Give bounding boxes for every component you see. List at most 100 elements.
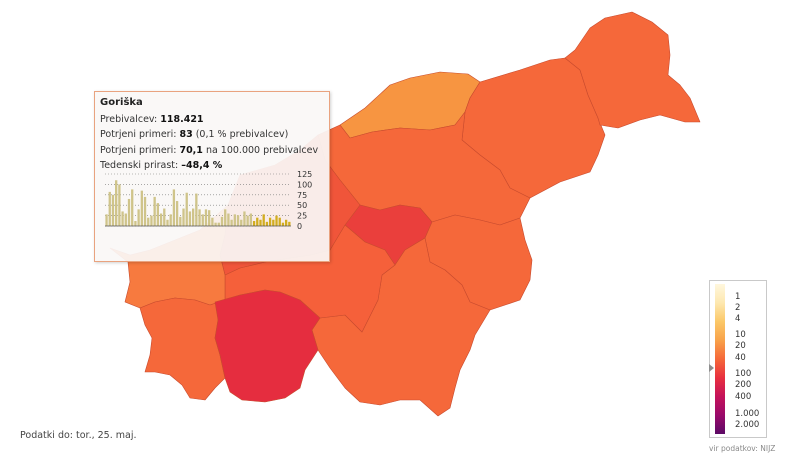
legend-label: 10 (735, 330, 746, 340)
legend-color-scale (715, 284, 725, 434)
region-tooltip: Goriška Prebivalcev: 118.421 Potrjeni pr… (94, 91, 330, 262)
chart-bar (191, 208, 195, 226)
chart-bar (124, 213, 127, 226)
population-label: Prebivalcev: (100, 114, 158, 125)
legend-label: 1.000 (735, 409, 760, 419)
chart-bar (259, 219, 262, 226)
chart-bar (179, 216, 182, 226)
region-obalno-kraska[interactable] (139, 297, 226, 401)
legend-label: 100 (735, 369, 752, 379)
chart-bar (275, 215, 278, 226)
chart-bar (134, 221, 137, 226)
chart-bar (166, 219, 169, 226)
chart-bar (262, 214, 265, 226)
chart-bar (198, 209, 201, 226)
chart-bar (227, 213, 230, 226)
chart-bar (172, 189, 176, 226)
legend-label: 1 (735, 292, 741, 302)
chart-bar (182, 208, 185, 226)
chart-bar (111, 194, 115, 226)
chart-bar (256, 217, 259, 226)
y-tick-label: 25 (297, 212, 307, 221)
chart-bar (217, 222, 220, 226)
chart-bar (131, 189, 134, 226)
region-pomurska[interactable] (564, 11, 701, 129)
chart-bar (121, 211, 124, 226)
chart-bar (105, 214, 108, 226)
per100k-label: Potrjeni primeri: (100, 144, 177, 156)
chart-bar (278, 217, 281, 226)
chart-bar (268, 217, 272, 226)
chart-bar (175, 201, 179, 226)
chart-bar (230, 219, 233, 226)
chart-bar (224, 209, 227, 226)
y-tick-label: 50 (297, 201, 307, 210)
tooltip-weekly-growth: Tedenski prirast: –48,4 % (100, 158, 329, 173)
legend-gradient (715, 284, 725, 434)
chart-bar (220, 216, 224, 226)
weekly-label: Tedenski prirast: (100, 159, 179, 171)
chart-bar (249, 213, 253, 226)
data-source: vir podatkov: NIJZ (709, 444, 776, 453)
chart-bar (201, 214, 204, 226)
chart-bar (169, 214, 172, 226)
y-tick-label: 0 (297, 222, 302, 231)
chart-bar (137, 209, 140, 226)
population-value: 118.421 (160, 114, 204, 125)
chart-bar (236, 215, 240, 226)
chart-bar (185, 192, 188, 226)
confirmed-value: 83 (179, 129, 193, 141)
legend-label: 2.000 (735, 420, 760, 430)
chart-bar (208, 210, 211, 226)
legend-label: 4 (735, 314, 741, 324)
chart-bar (240, 219, 243, 226)
y-tick-label: 75 (297, 191, 307, 200)
y-tick-label: 100 (297, 180, 312, 189)
chart-bar (188, 211, 192, 226)
chart-bar (115, 180, 118, 226)
confirmed-label: Potrjeni primeri: (100, 129, 177, 141)
chart-bar (204, 209, 208, 226)
weekly-value: –48,4 % (181, 159, 223, 171)
chart-bar (159, 213, 163, 226)
legend-label: 40 (735, 353, 746, 363)
chart-bar (243, 211, 246, 226)
chart-bar (214, 222, 217, 226)
chart-bar (211, 217, 214, 226)
tooltip-per100k: Potrjeni primeri: 70,1 na 100.000 prebiv… (100, 143, 329, 158)
chart-bar (288, 221, 291, 226)
chart-bar (108, 191, 111, 226)
chart-bar (265, 221, 269, 226)
region-primorsko-notranjska[interactable] (214, 289, 321, 403)
chart-bar (153, 196, 156, 226)
chart-bar (195, 193, 198, 226)
chart-bar (150, 215, 153, 226)
tooltip-confirmed: Potrjeni primeri: 83 (0,1 % prebivalcev) (100, 127, 329, 142)
data-date: Podatki do: tor., 25. maj. (20, 430, 137, 441)
chart-bar (284, 219, 288, 226)
legend-label: 200 (735, 380, 752, 390)
legend-label: 20 (735, 341, 746, 351)
legend-value-marker (709, 364, 714, 372)
confirmed-note: (0,1 % prebivalcev) (195, 129, 289, 141)
tooltip-region-name: Goriška (100, 97, 143, 108)
chart-bar (118, 184, 121, 226)
legend-label: 2 (735, 303, 741, 313)
chart-bar (140, 190, 143, 226)
chart-bar (163, 208, 166, 226)
chart-bar (127, 198, 131, 226)
y-tick-label: 125 (297, 170, 312, 179)
chart-bar (252, 221, 256, 226)
tooltip-population: Prebivalcev: 118.421 (100, 112, 329, 127)
per100k-note: na 100.000 prebivalcev (205, 144, 319, 156)
chart-bar (233, 214, 236, 226)
chart-bar (147, 217, 150, 226)
per100k-value: 70,1 (179, 144, 203, 156)
chart-bar (281, 222, 285, 226)
chart-bar (272, 219, 275, 226)
chart-bar (143, 196, 147, 226)
color-legend: 1 2 4 10 20 40 100 200 400 1.000 2.000 (709, 280, 767, 438)
chart-bar (156, 203, 160, 226)
